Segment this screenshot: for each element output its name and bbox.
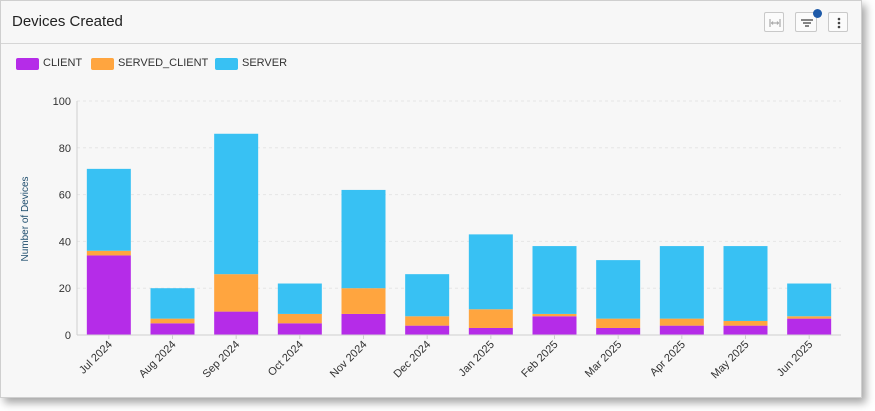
bar-segment-server[interactable] bbox=[723, 246, 768, 321]
bar-segment-served-client[interactable] bbox=[405, 316, 450, 326]
bar-segment-client[interactable] bbox=[659, 325, 704, 335]
chart-bars bbox=[86, 133, 832, 335]
x-tick-label: Mar 2025 bbox=[583, 339, 624, 380]
x-tick-label: Feb 2025 bbox=[519, 339, 560, 380]
bar-segment-client[interactable] bbox=[277, 323, 322, 335]
bar-segment-server[interactable] bbox=[405, 274, 450, 317]
bar-segment-server[interactable] bbox=[277, 283, 322, 314]
x-tick-label: Sep 2024 bbox=[200, 339, 242, 381]
stacked-bar-chart: 0 20 40 60 80 100 Jul 2024 Aug 2024 Sep 2024 Oct… bbox=[20, 96, 841, 381]
bar-segment-client[interactable] bbox=[468, 327, 513, 335]
legend-swatch bbox=[16, 58, 39, 70]
bar-segment-served-client[interactable] bbox=[468, 309, 513, 328]
x-tick-label: Nov 2024 bbox=[328, 339, 370, 381]
bar-segment-served-client[interactable] bbox=[787, 316, 832, 319]
bar-segment-client[interactable] bbox=[532, 316, 577, 335]
bar-segment-client[interactable] bbox=[86, 255, 131, 335]
bar-segment-served-client[interactable] bbox=[596, 318, 641, 328]
bar-segment-client[interactable] bbox=[214, 311, 259, 335]
x-tick-label: May 2025 bbox=[709, 339, 752, 382]
bar-segment-server[interactable] bbox=[150, 288, 195, 319]
bar-segment-client[interactable] bbox=[405, 325, 450, 335]
x-tick-label: Aug 2024 bbox=[137, 339, 179, 381]
x-axis-ticks: Jul 2024 Aug 2024 Sep 2024 Oct 2024 Nov 2024… bbox=[77, 335, 815, 381]
more-vertical-icon bbox=[837, 17, 841, 29]
y-tick-label: 80 bbox=[59, 143, 71, 155]
y-axis-label: Number of Devices bbox=[20, 176, 31, 261]
bar-segment-client[interactable] bbox=[341, 313, 386, 335]
bar-segment-server[interactable] bbox=[787, 283, 832, 317]
x-tick-label: Jul 2024 bbox=[77, 339, 115, 377]
filter-button[interactable] bbox=[795, 9, 822, 32]
bar-segment-served-client[interactable] bbox=[86, 250, 131, 256]
bar-segment-served-client[interactable] bbox=[659, 318, 704, 326]
bar-segment-server[interactable] bbox=[596, 260, 641, 319]
bar-segment-client[interactable] bbox=[596, 327, 641, 335]
bar-segment-client[interactable] bbox=[150, 323, 195, 335]
bar-segment-server[interactable] bbox=[214, 133, 259, 275]
bar-segment-served-client[interactable] bbox=[723, 320, 768, 326]
filter-icon bbox=[801, 19, 813, 27]
more-options-button[interactable] bbox=[828, 12, 848, 32]
bar-segment-server[interactable] bbox=[532, 246, 577, 314]
legend-swatch bbox=[91, 58, 114, 70]
fit-width-icon bbox=[769, 19, 781, 27]
bar-segment-server[interactable] bbox=[659, 246, 704, 319]
fit-width-button[interactable] bbox=[764, 12, 784, 32]
panel-header: Devices Created bbox=[1, 1, 861, 44]
bar-segment-client[interactable] bbox=[787, 318, 832, 335]
y-tick-label: 20 bbox=[59, 283, 71, 295]
y-tick-label: 100 bbox=[53, 96, 71, 108]
y-tick-label: 60 bbox=[59, 190, 71, 202]
legend-label: SERVER bbox=[242, 57, 288, 69]
bar-segment-served-client[interactable] bbox=[532, 313, 577, 317]
bar-segment-server[interactable] bbox=[86, 168, 131, 251]
bar-segment-served-client[interactable] bbox=[214, 274, 259, 312]
legend-swatch bbox=[215, 58, 238, 70]
x-tick-label: Apr 2025 bbox=[648, 339, 688, 379]
bar-segment-served-client[interactable] bbox=[150, 318, 195, 324]
bar-segment-server[interactable] bbox=[468, 234, 513, 310]
y-tick-label: 0 bbox=[65, 330, 71, 342]
filter-active-badge bbox=[813, 9, 822, 18]
x-tick-label: Jun 2025 bbox=[775, 339, 815, 379]
legend-label: SERVED_CLIENT bbox=[118, 57, 209, 69]
x-tick-label: Dec 2024 bbox=[392, 339, 434, 381]
chart-panel: Devices Created bbox=[0, 0, 862, 398]
bar-segment-server[interactable] bbox=[341, 189, 386, 289]
bar-segment-served-client[interactable] bbox=[277, 313, 322, 324]
chart-gridlines bbox=[77, 100, 841, 289]
y-tick-label: 40 bbox=[59, 236, 71, 248]
x-tick-label: Jan 2025 bbox=[456, 339, 496, 379]
bar-segment-served-client[interactable] bbox=[341, 288, 386, 314]
x-tick-label: Oct 2024 bbox=[266, 339, 306, 379]
bar-segment-client[interactable] bbox=[723, 325, 768, 335]
legend-label: CLIENT bbox=[43, 57, 83, 69]
panel-title: Devices Created bbox=[12, 13, 123, 30]
y-axis-ticks: 0 20 40 60 80 100 bbox=[53, 96, 71, 342]
